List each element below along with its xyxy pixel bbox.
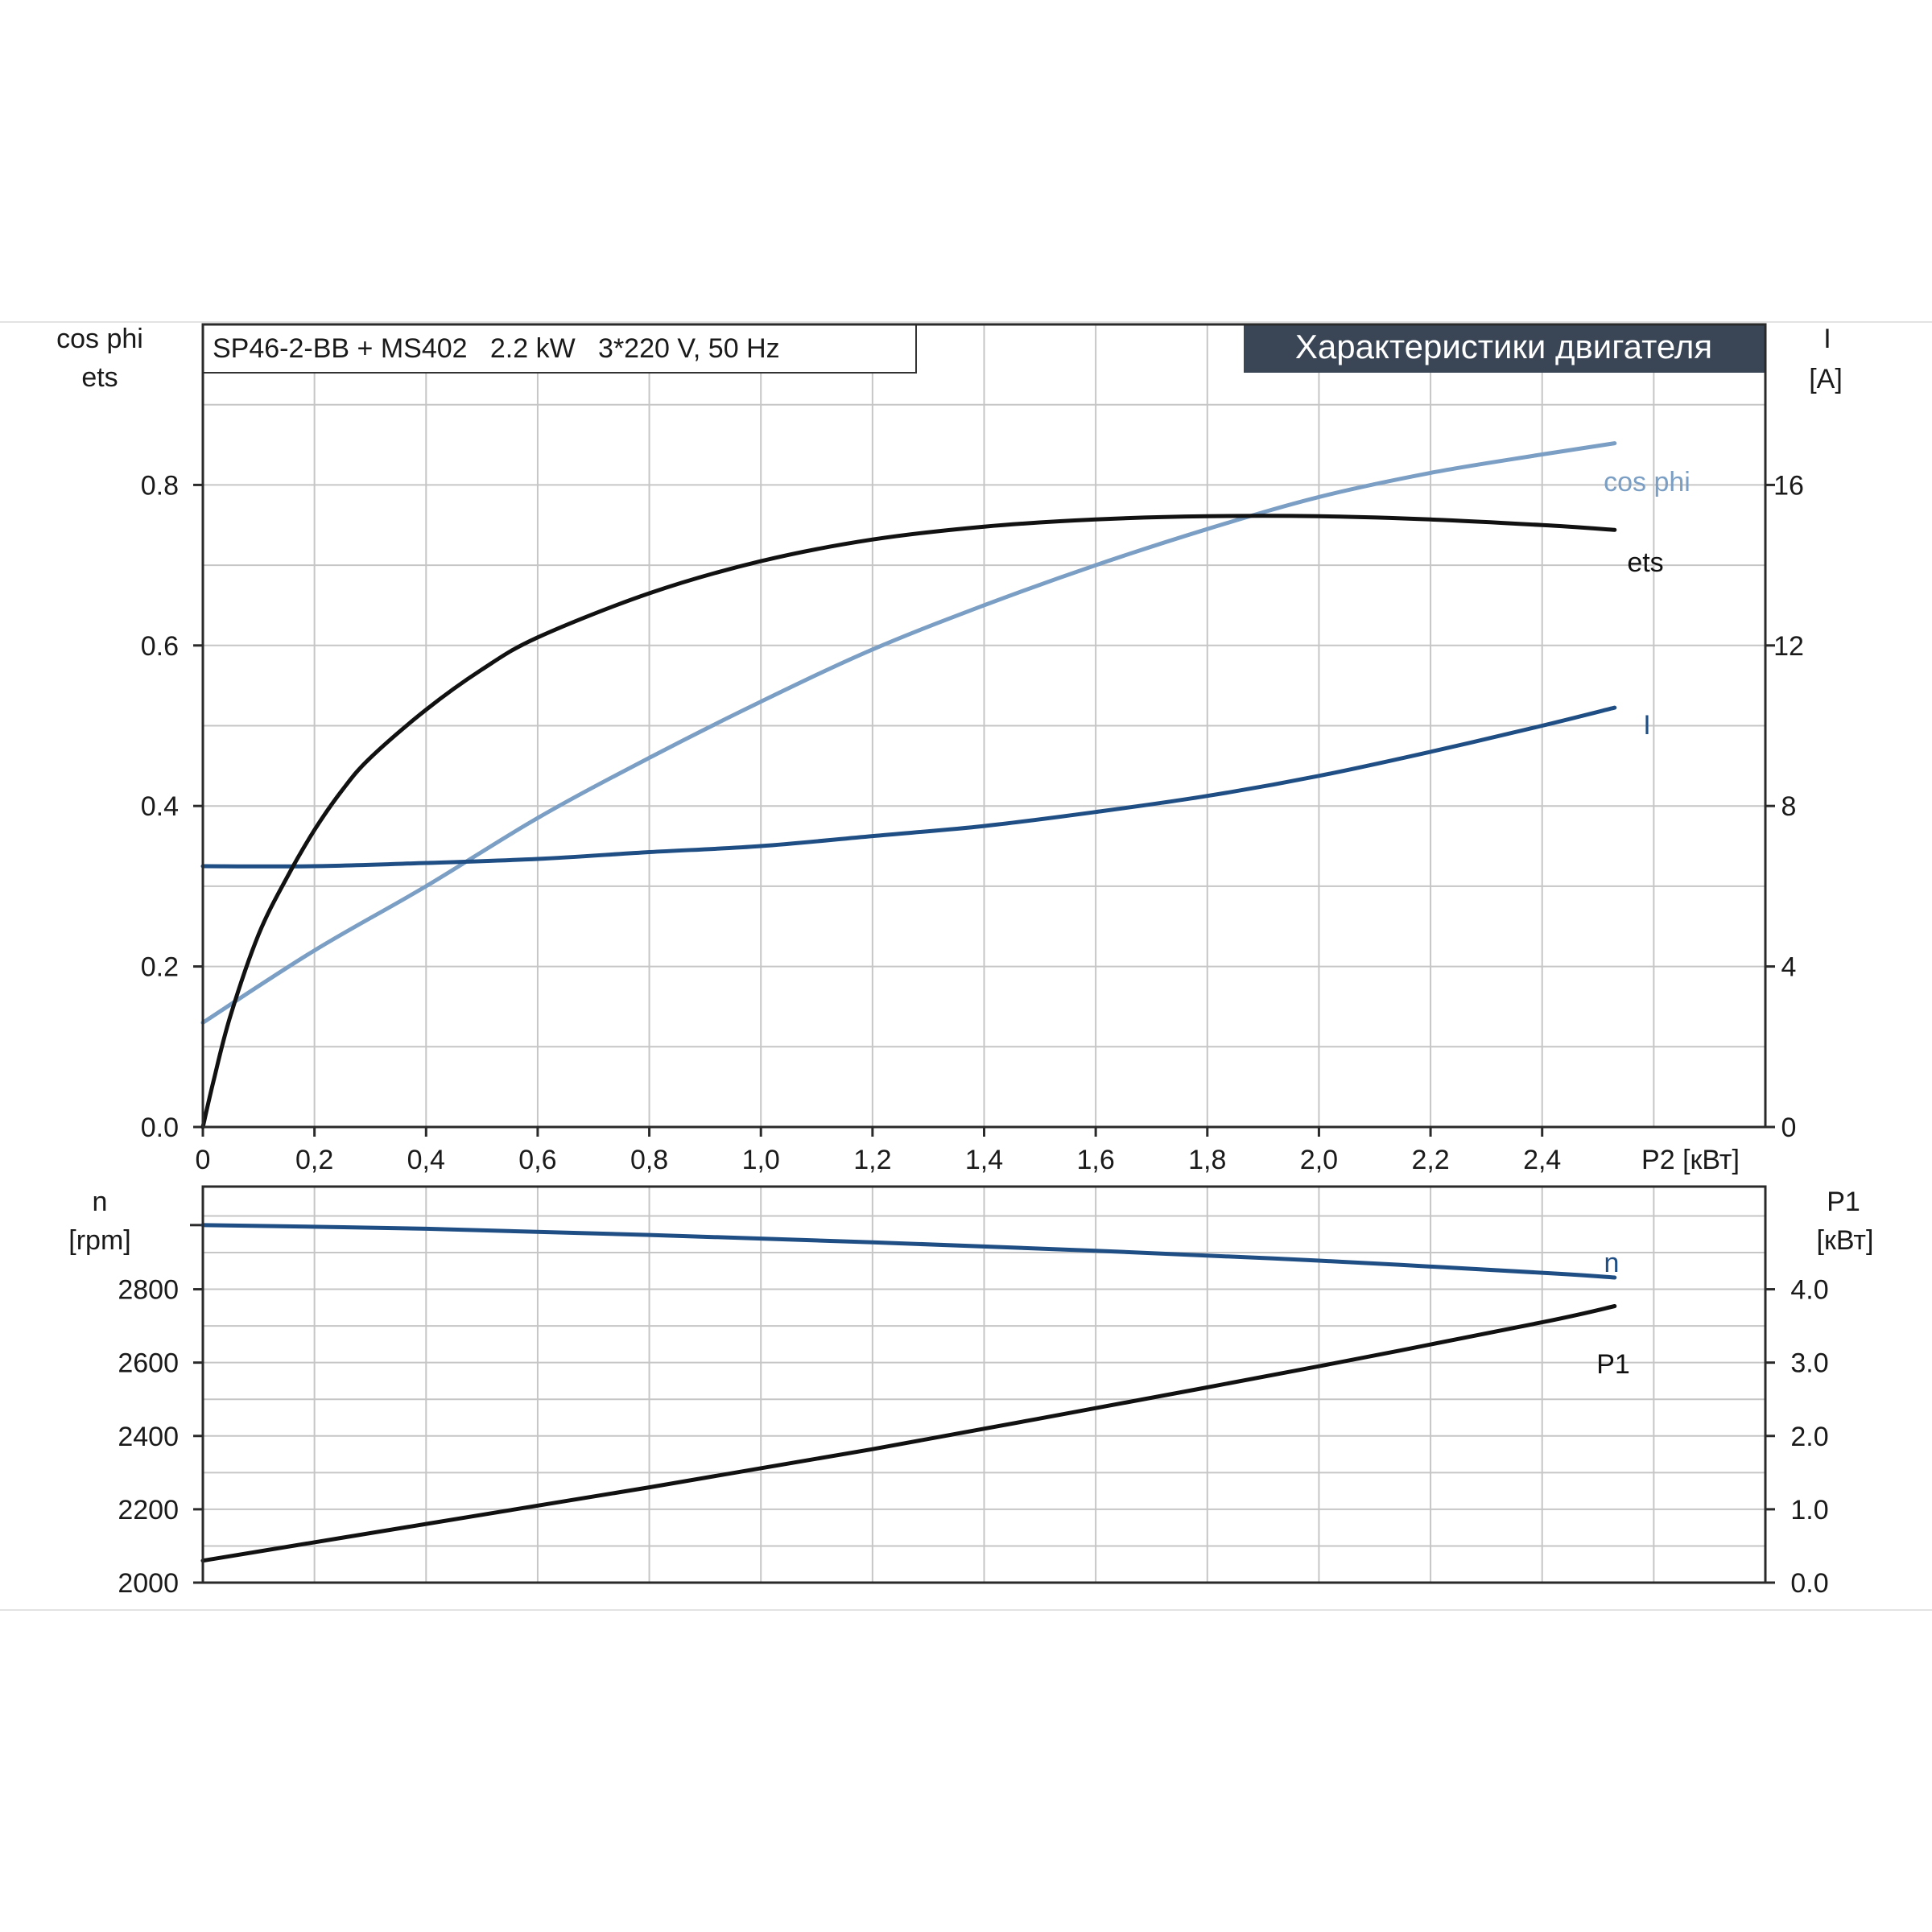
ets-curve-label: ets (1627, 547, 1663, 578)
y-right-label-I: I (1823, 324, 1831, 354)
p1-axis-label: P1 (1827, 1187, 1860, 1217)
y-right-tick-label: 4 (1781, 952, 1797, 983)
x-tick-label: 1,2 (853, 1145, 891, 1175)
model-label: SP46-2-BB + MS402 2.2 kW 3*220 V, 50 Hz (213, 333, 780, 364)
x-tick-label: 1,0 (742, 1145, 780, 1175)
chart-title: Характеристики двигателя (1295, 328, 1712, 365)
title-box: Характеристики двигателя (1244, 324, 1765, 373)
upper-axes: 0 0,2 0,4 0,6 0,8 1,0 1,2 1,4 1,6 1,8 2,0 2,2 2,4 P2 … (56, 324, 1843, 1175)
y-left-tick-label: 0.6 (141, 631, 179, 662)
x-tick-label: 2,2 (1411, 1145, 1449, 1175)
upper-grid (203, 324, 1765, 1127)
x-tick-label: 0,2 (295, 1145, 333, 1175)
x-tick-label: 1,4 (965, 1145, 1003, 1175)
speed-curve-label: n (1604, 1248, 1620, 1278)
lower-grid (203, 1187, 1765, 1583)
y-right-unit-A: [A] (1809, 364, 1843, 394)
x-tick-label: 1,8 (1188, 1145, 1226, 1175)
y-right-tick-label: 12 (1773, 631, 1804, 662)
y-left-tick-label: 0.2 (141, 952, 179, 983)
x-tick-label: 0,4 (407, 1145, 445, 1175)
n-axis-unit: [rpm] (68, 1225, 130, 1256)
n-tick-label: 2600 (118, 1348, 179, 1379)
n-tick-label: 2200 (118, 1495, 179, 1525)
n-tick-label: 2400 (118, 1422, 179, 1452)
y-left-tick-label: 0.8 (141, 470, 179, 501)
x-tick-label: 0 (196, 1145, 211, 1175)
x-tick-label: 2,4 (1523, 1145, 1561, 1175)
speed-curve (200, 1223, 1617, 1280)
y-left-label-cosphi: cos phi (56, 324, 143, 354)
y-left-label-ets: ets (81, 362, 118, 393)
y-left-tick-label: 0.0 (141, 1113, 179, 1143)
curves: ets cos phi In P1 (200, 441, 1690, 1563)
lower-axes: 2000 2200 2400 2600 2800 n [rpm] 0.0 1.0 2.0 3.0 4.… (68, 1187, 1873, 1599)
x-axis-label: P2 [кВт] (1641, 1145, 1740, 1175)
upper-plot-frame (201, 323, 1767, 1129)
model-box-frame (202, 324, 917, 374)
p1-tick-label: 4.0 (1790, 1275, 1828, 1306)
ets-curve (200, 514, 1617, 1129)
p1-curve-label: P1 (1596, 1349, 1630, 1380)
x-tick-label: 0,8 (630, 1145, 668, 1175)
y-left-tick-label: 0.4 (141, 791, 179, 822)
n-axis-label: n (93, 1187, 108, 1217)
x-tick-label: 0,6 (518, 1145, 556, 1175)
cosphi-curve (200, 441, 1617, 1025)
model-box: SP46-2-BB + MS402 2.2 kW 3*220 V, 50 Hz (202, 324, 917, 374)
y-right-tick-label: 16 (1773, 470, 1804, 501)
n-tick-label: 2800 (118, 1275, 179, 1306)
p1-axis-unit: [кВт] (1817, 1225, 1874, 1256)
p1-tick-label: 2.0 (1790, 1422, 1828, 1452)
y-right-tick-label: 8 (1781, 791, 1797, 822)
p1-tick-label: 3.0 (1790, 1348, 1828, 1379)
cosphi-curve-label: cos phi (1604, 467, 1690, 497)
p1-tick-label: 0.0 (1790, 1568, 1828, 1599)
p1-tick-label: 1.0 (1790, 1495, 1828, 1525)
lower-plot-frame (201, 1185, 1767, 1584)
x-tick-label: 2,0 (1300, 1145, 1338, 1175)
n-tick-label: 2000 (118, 1568, 179, 1599)
y-right-tick-label: 0 (1781, 1113, 1797, 1143)
p1-curve (200, 1304, 1617, 1563)
current-curve (200, 705, 1617, 869)
x-tick-label: 1,6 (1077, 1145, 1115, 1175)
current-curve-label: I (1643, 710, 1650, 741)
title-background (1244, 324, 1765, 373)
